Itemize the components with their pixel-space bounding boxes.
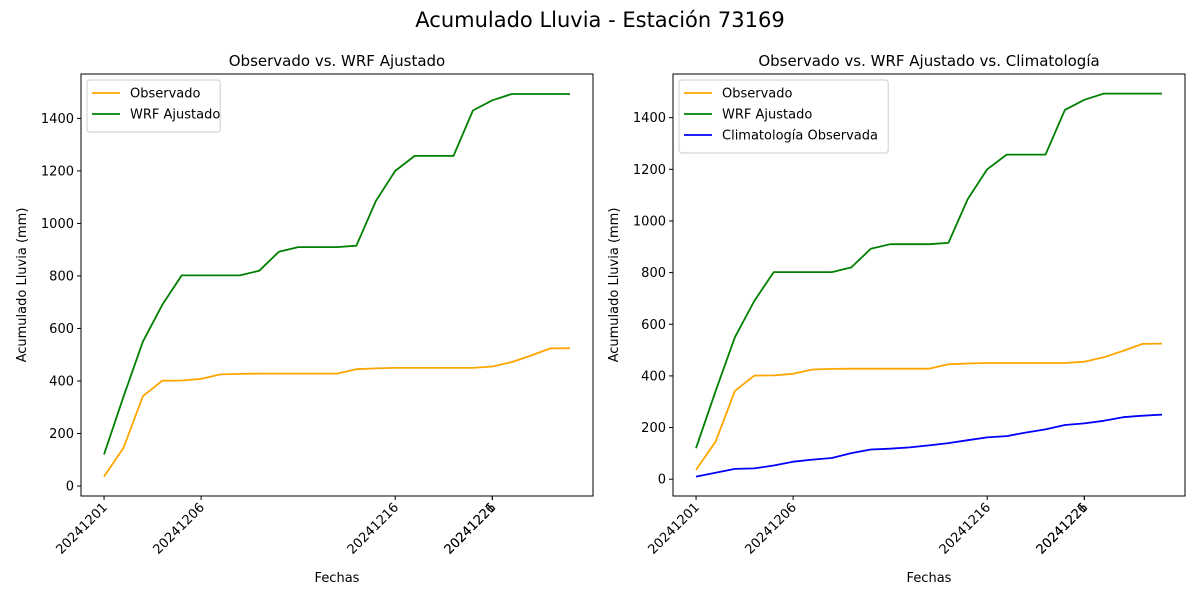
y-tick-label: 1000 [633, 214, 666, 229]
series-line-1 [695, 342, 1163, 471]
y-tick-label: 800 [641, 266, 666, 281]
legend-label: WRF Ajustado [722, 108, 812, 123]
series-line-3 [695, 413, 1163, 478]
y-tick-label: 800 [49, 269, 74, 284]
legend-label: Climatología Observada [722, 129, 878, 144]
legend: Observado WRF Ajustado [86, 79, 221, 133]
y-tick-label: 600 [49, 322, 74, 337]
y-tick-label: 0 [66, 480, 74, 495]
x-tick-label: 20241226 [1034, 500, 1091, 557]
y-tick-label: 1000 [41, 217, 74, 232]
legend-box [86, 79, 221, 133]
x-tick-label: 20241216 [937, 500, 994, 557]
y-tick-label: 0 [658, 473, 666, 488]
x-tick-label: 20241201 [645, 500, 702, 557]
plot-frame [672, 73, 1186, 497]
x-tick-label: 20241226 [442, 500, 499, 557]
x-tick-label: 20241201 [53, 500, 110, 557]
y-tick-label: 400 [49, 374, 74, 389]
legend-label: WRF Ajustado [130, 108, 220, 123]
y-tick-label: 1200 [41, 164, 74, 179]
y-tick-label: 1200 [633, 163, 666, 178]
y-tick-label: 200 [49, 427, 74, 442]
x-tick-label: 20241206 [151, 500, 208, 557]
y-tick-label: 1400 [41, 112, 74, 127]
x-tick-label: 20241206 [743, 500, 800, 557]
y-tick-label: 1400 [633, 111, 666, 126]
series-line-1 [103, 347, 571, 478]
legend-box [678, 79, 889, 154]
y-tick-label: 600 [641, 318, 666, 333]
legend-label: Observado [722, 87, 793, 102]
y-axis-label: Acumulado Lluvia (mm) [607, 208, 622, 363]
plot-frame [80, 73, 594, 497]
y-tick-label: 400 [641, 369, 666, 384]
x-axis-label: Fechas [907, 571, 952, 586]
x-tick-label: 20241216 [345, 500, 402, 557]
chart-panel-1: Observado vs. WRF Ajustado 0 200 400 600 800 1… [15, 52, 594, 586]
chart-title: Observado vs. WRF Ajustado vs. Climatolo… [758, 52, 1099, 70]
series-line-2 [103, 93, 570, 455]
chart-title: Observado vs. WRF Ajustado [229, 52, 445, 70]
figure-title: Acumulado Lluvia - Estación 73169 [415, 8, 785, 32]
legend: Observado WRF Ajustado Climatología Observ… [678, 79, 889, 154]
y-tick-label: 200 [641, 421, 666, 436]
legend-label: Observado [130, 87, 201, 102]
series-line-2 [695, 92, 1162, 449]
x-axis-label: Fechas [315, 571, 360, 586]
chart-panel-2: Observado vs. WRF Ajustado vs. Climatolo… [607, 52, 1186, 586]
y-axis-label: Acumulado Lluvia (mm) [15, 208, 30, 363]
